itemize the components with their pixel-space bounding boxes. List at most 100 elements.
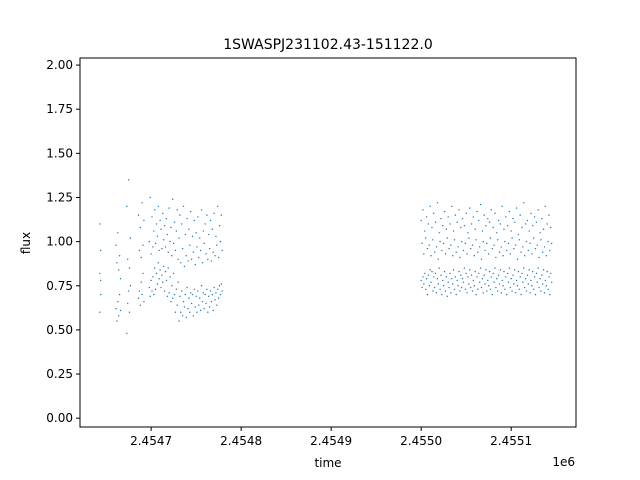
data-point	[526, 274, 529, 276]
data-point	[421, 242, 423, 245]
data-point	[546, 270, 548, 273]
data-point	[438, 232, 440, 234]
data-point	[519, 276, 521, 278]
data-point	[209, 290, 212, 292]
data-point	[481, 277, 484, 280]
data-point	[432, 290, 434, 292]
data-point	[127, 258, 129, 260]
data-point	[539, 277, 541, 280]
data-point	[514, 269, 516, 271]
data-point	[533, 276, 536, 278]
data-point	[546, 223, 548, 225]
data-point	[453, 239, 456, 241]
data-point	[202, 230, 205, 232]
data-point	[160, 228, 162, 230]
data-point	[168, 292, 170, 294]
data-point	[157, 205, 160, 208]
data-point	[198, 304, 200, 306]
data-point	[483, 214, 485, 216]
data-point	[458, 209, 460, 211]
data-point	[477, 251, 479, 253]
data-point	[492, 272, 494, 275]
data-point	[469, 207, 471, 209]
data-point	[522, 281, 524, 283]
data-point	[497, 219, 500, 222]
data-point	[195, 295, 197, 298]
data-point	[435, 246, 438, 248]
data-point	[186, 217, 188, 220]
data-point	[175, 230, 178, 232]
data-point	[491, 247, 493, 250]
data-point	[429, 269, 431, 271]
data-point	[100, 293, 102, 296]
data-point	[434, 272, 437, 275]
data-point	[428, 244, 430, 246]
data-point	[538, 256, 540, 259]
data-point	[528, 230, 530, 232]
data-point	[118, 255, 121, 257]
data-point	[541, 217, 543, 220]
data-point	[530, 279, 532, 282]
data-point	[213, 286, 215, 289]
data-point	[448, 286, 450, 289]
data-point	[550, 272, 552, 275]
data-point	[424, 288, 427, 290]
data-point	[466, 253, 468, 255]
data-point	[219, 293, 222, 296]
data-point	[534, 247, 537, 250]
data-point	[478, 281, 481, 283]
data-point	[149, 196, 151, 199]
data-point	[184, 293, 187, 296]
data-point	[115, 244, 117, 246]
data-point	[445, 228, 448, 230]
data-point	[199, 297, 201, 299]
data-point	[472, 279, 475, 282]
data-point	[221, 249, 223, 252]
data-point	[207, 311, 209, 313]
data-point	[182, 205, 185, 208]
data-point	[158, 249, 160, 252]
data-point	[442, 225, 444, 227]
data-point	[456, 221, 458, 223]
data-point	[197, 216, 199, 218]
x-tick-label: 2.4547	[130, 434, 172, 448]
data-point	[139, 304, 142, 306]
data-point	[543, 292, 546, 294]
data-point	[148, 240, 151, 243]
data-point	[494, 212, 496, 215]
data-point	[99, 311, 101, 313]
x-axis-label: time	[314, 456, 341, 470]
data-point	[509, 253, 511, 255]
x-tick-label: 2.4550	[400, 434, 442, 448]
data-point	[462, 281, 465, 283]
data-point	[520, 251, 522, 253]
data-point	[126, 205, 128, 208]
data-point	[174, 311, 177, 313]
data-point	[514, 221, 516, 223]
data-point	[468, 237, 470, 239]
data-point	[503, 270, 505, 273]
data-point	[186, 286, 188, 289]
data-point	[192, 251, 195, 253]
data-point	[208, 233, 210, 236]
data-point	[431, 270, 433, 273]
y-tick-label: 1.75	[46, 102, 73, 116]
data-point	[507, 281, 510, 283]
data-point	[188, 228, 190, 230]
data-point	[439, 288, 441, 290]
data-point	[181, 223, 183, 225]
data-point	[484, 249, 486, 252]
data-point	[548, 276, 550, 278]
data-point	[190, 210, 192, 213]
data-point	[456, 279, 458, 282]
data-point	[213, 212, 215, 215]
data-point	[150, 279, 152, 282]
data-point	[220, 283, 223, 285]
data-point	[544, 205, 547, 208]
data-point	[99, 223, 101, 225]
data-point	[193, 219, 196, 222]
data-point	[214, 255, 216, 257]
data-point	[516, 258, 519, 260]
data-point	[526, 219, 529, 222]
data-point	[450, 244, 452, 246]
